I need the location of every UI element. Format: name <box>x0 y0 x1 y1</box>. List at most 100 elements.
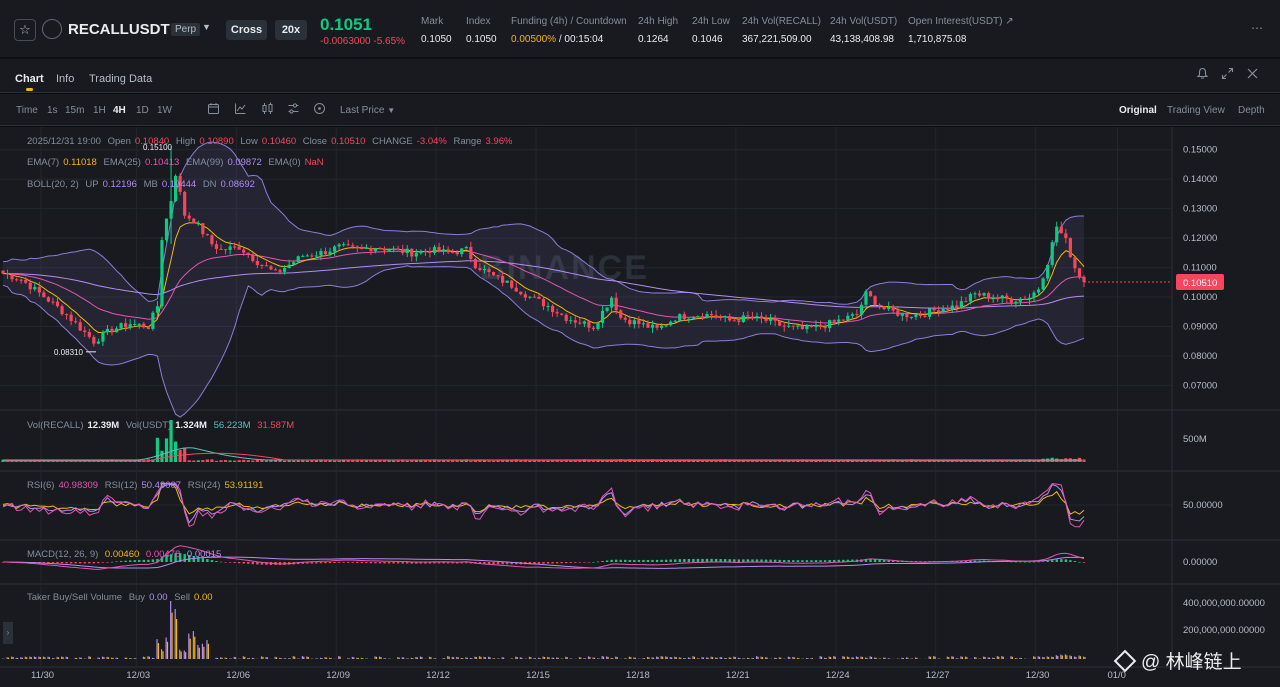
candle-body <box>414 253 418 257</box>
macd-histogram-bar <box>978 560 981 562</box>
price-type-select[interactable]: Last Price ▼ <box>340 105 395 116</box>
candle-body <box>541 298 546 307</box>
interval-15m[interactable]: 15m <box>65 105 85 116</box>
caret-down-icon: ▼ <box>387 106 396 115</box>
interval-1s[interactable]: 1s <box>47 105 58 116</box>
taker-buy-bar <box>165 637 167 659</box>
taker-buy-bar <box>338 656 340 659</box>
macd-histogram-bar <box>374 562 377 564</box>
macd-histogram-bar <box>624 559 627 562</box>
macd-histogram-bar <box>142 559 146 562</box>
macd-histogram-bar <box>233 562 236 563</box>
candle-body <box>314 255 318 257</box>
tab-info[interactable]: Info <box>56 73 75 85</box>
taker-buy-bar <box>265 656 267 659</box>
interval-4h[interactable]: 4H <box>113 105 126 116</box>
taker-buy-bar <box>97 657 99 659</box>
macd-histogram-bar <box>101 562 105 563</box>
taker-sell-bar <box>98 657 100 659</box>
margin-mode-button[interactable]: Cross <box>226 20 267 40</box>
candle-body <box>196 223 200 225</box>
volume-bar <box>214 460 219 462</box>
leverage-button[interactable]: 20x <box>275 20 307 40</box>
candle-body <box>233 246 237 248</box>
view-trading-view[interactable]: Trading View <box>1167 105 1225 116</box>
rsi6-value: 40.98309 <box>58 480 99 491</box>
taker-buy-bar <box>415 656 417 659</box>
macd-histogram-bar <box>964 560 968 562</box>
macd-histogram-bar <box>923 561 927 562</box>
candle-body <box>591 327 596 329</box>
interval-1d[interactable]: 1D <box>136 105 149 116</box>
view-depth[interactable]: Depth <box>1238 105 1265 116</box>
volume-bar <box>614 459 618 462</box>
macd-histogram-bar <box>228 562 232 563</box>
taker-buy-bar <box>24 656 26 659</box>
candle-body <box>705 313 709 319</box>
volume-bar <box>278 459 282 462</box>
candlestick-chart[interactable]: 0.15000 0.14000 0.13000 0.12000 0.11000 0.100… <box>0 127 1280 687</box>
candle-body <box>909 316 914 318</box>
taker-buy-bar <box>665 656 667 659</box>
time-axis-label: 12/18 <box>626 670 650 681</box>
taker-buy-bar <box>742 658 744 659</box>
macd-histogram-bar <box>828 559 831 562</box>
taker-sell-bar <box>607 656 609 659</box>
candle-body <box>687 318 691 320</box>
candle-body <box>659 325 664 328</box>
close-icon[interactable] <box>1246 67 1259 83</box>
clock-icon[interactable] <box>313 102 326 118</box>
taker-buy-bar <box>397 657 399 659</box>
indicator-icon[interactable] <box>234 102 247 118</box>
tab-trading-data[interactable]: Trading Data <box>89 73 153 85</box>
taker-buy-bar <box>383 658 385 659</box>
interval-1h[interactable]: 1H <box>93 105 106 116</box>
candle-body <box>105 328 110 333</box>
candle-body <box>673 320 677 322</box>
candle-body <box>678 314 682 321</box>
stat-open-interest: Open Interest(USDT) ↗ 1,710,875.08 <box>908 16 1014 45</box>
taker-buy-bar <box>74 657 76 659</box>
collapse-panel-icon[interactable]: › <box>3 622 13 644</box>
interval-1w[interactable]: 1W <box>157 105 172 116</box>
macd-histogram-bar <box>56 562 59 564</box>
volume-bar <box>496 459 500 462</box>
macd-histogram-bar <box>419 562 423 564</box>
taker-buy-bar <box>179 649 181 659</box>
taker-buy-bar <box>492 658 494 659</box>
more-dots-icon[interactable]: ⋯ <box>1251 21 1264 35</box>
symbol-dropdown-icon[interactable]: ▼ <box>202 22 211 32</box>
taker-buy-bar <box>410 657 412 659</box>
volume-bar <box>396 459 400 462</box>
macd-histogram-bar <box>446 562 450 564</box>
candle-type-icon[interactable] <box>261 102 274 118</box>
bell-icon[interactable] <box>1196 67 1209 83</box>
tab-chart[interactable]: Chart <box>15 73 44 85</box>
taker-buy-bar <box>519 657 521 659</box>
volume-bar <box>201 460 205 462</box>
symbol-name[interactable]: RECALLUSDT <box>68 21 170 38</box>
macd-histogram-bar <box>401 562 404 564</box>
taker-sell-bar <box>820 656 823 659</box>
taker-buy-bar <box>569 658 571 659</box>
favorite-star-icon[interactable]: ☆ <box>14 19 36 41</box>
external-link-icon[interactable]: ↗ <box>1005 16 1014 27</box>
taker-sell-bar <box>952 656 954 659</box>
candle-body <box>650 324 655 328</box>
candle-body <box>641 323 646 325</box>
taker-buy-bar <box>674 656 676 659</box>
taker-sell-bar <box>434 658 437 659</box>
settings-icon[interactable] <box>287 102 300 118</box>
macd-histogram-bar <box>655 559 659 562</box>
taker-sell-bar <box>180 651 182 659</box>
expand-icon[interactable] <box>1221 67 1234 83</box>
candle-body <box>814 324 818 327</box>
taker-buy-bar <box>551 657 553 659</box>
view-original[interactable]: Original <box>1119 105 1157 116</box>
taker-sell-bar <box>403 657 405 659</box>
taker-buy-bar <box>824 657 826 659</box>
taker-buy-bar <box>878 658 880 659</box>
taker-buy-bar <box>914 657 917 659</box>
chart-area[interactable]: 0.15000 0.14000 0.13000 0.12000 0.11000 0.100… <box>0 127 1280 687</box>
calendar-icon[interactable] <box>207 102 220 118</box>
